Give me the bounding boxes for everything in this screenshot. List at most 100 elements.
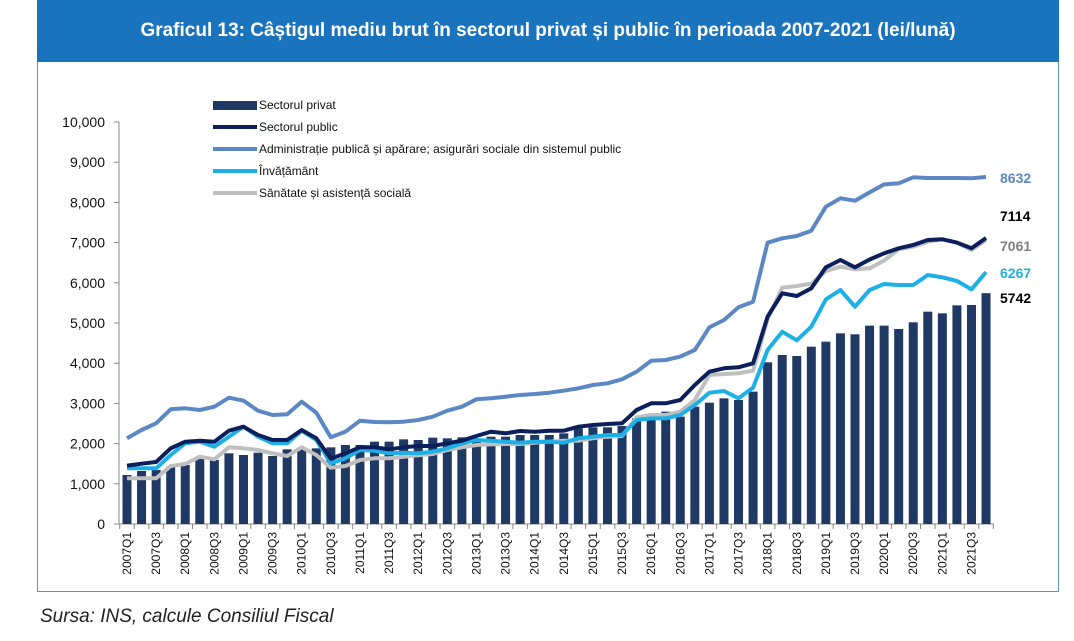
bar-sectorul-privat [704, 402, 714, 524]
bar-sectorul-privat [908, 322, 918, 524]
legend-item: Învățământ [213, 160, 621, 182]
bar-sectorul-privat [632, 418, 642, 524]
x-tick-label: 2021Q1 [935, 532, 949, 575]
bar-sectorul-privat [894, 328, 904, 524]
bar-sectorul-privat [384, 441, 394, 524]
legend-label: Administrație publică și apărare; asigur… [259, 142, 622, 156]
legend-label: Sănătate și asistență socială [259, 186, 412, 200]
line-series-1 [126, 236, 988, 468]
legend-label: Învățământ [259, 164, 319, 178]
legend-label: Sectorul privat [259, 98, 336, 112]
bar-sectorul-privat [835, 333, 845, 524]
bar-sectorul-privat [471, 438, 481, 524]
legend-item: Sănătate și asistență socială [213, 182, 621, 204]
y-tick-label: 0 [97, 516, 105, 532]
end-label: 8632 [1000, 170, 1031, 186]
x-tick-label: 2014Q3 [557, 532, 571, 575]
end-label: 5742 [1000, 290, 1031, 306]
source-note: Sursa: INS, calcule Consiliul Fiscal [40, 606, 334, 627]
legend: Sectorul privat Sectorul public Administra… [213, 94, 621, 204]
bar-sectorul-privat [442, 438, 452, 524]
x-tick-label: 2007Q1 [120, 532, 134, 575]
legend-swatch [213, 169, 257, 173]
end-label: 7114 [1000, 208, 1031, 224]
legend-item: Sectorul public [213, 116, 621, 138]
chart-title: Graficul 13: Câștigul mediu brut în sect… [37, 0, 1059, 62]
line-series-3 [127, 270, 988, 471]
x-tick-label: 2011Q1 [353, 532, 367, 574]
x-tick-label: 2008Q3 [207, 532, 221, 575]
bar-sectorul-privat [690, 406, 700, 524]
bar-sectorul-privat [602, 427, 612, 524]
bar-sectorul-privat [326, 447, 336, 524]
bar-sectorul-privat [748, 391, 758, 524]
x-tick-label: 2011Q3 [382, 532, 396, 574]
bar-sectorul-privat [675, 416, 685, 524]
end-label: 7061 [1000, 238, 1031, 254]
bar-sectorul-privat [719, 398, 729, 524]
bar-sectorul-privat [763, 362, 773, 524]
x-tick-label: 2013Q1 [469, 532, 483, 575]
y-tick-label: 6,000 [70, 275, 105, 291]
bar-sectorul-privat [879, 325, 889, 524]
x-tick-label: 2014Q1 [528, 532, 542, 575]
x-tick-label: 2012Q3 [440, 532, 454, 575]
bar-sectorul-privat [282, 449, 292, 524]
bar-sectorul-privat [923, 311, 933, 524]
bar-sectorul-privat [253, 452, 263, 524]
x-tick-label: 2017Q1 [702, 532, 716, 575]
bar-sectorul-privat [224, 453, 234, 524]
y-tick-label: 8,000 [70, 194, 105, 210]
bar-sectorul-privat [209, 460, 219, 524]
x-tick-label: 2010Q1 [295, 532, 309, 575]
y-tick-label: 4,000 [70, 355, 105, 371]
x-tick-label: 2015Q1 [586, 532, 600, 575]
y-tick-label: 9,000 [70, 154, 105, 170]
chart-plot: 0 1,000 2,000 3,000 4,000 5,000 6,000 7,000 8,00… [62, 114, 1031, 575]
bar-sectorul-privat [195, 458, 205, 524]
bar-sectorul-privat [617, 425, 627, 524]
legend-label: Sectorul public [259, 120, 338, 134]
y-tick-label: 1,000 [70, 476, 105, 492]
legend-item: Administrație publică și apărare; asigur… [213, 138, 621, 160]
bar-sectorul-privat [661, 411, 671, 524]
y-tick-label: 3,000 [70, 395, 105, 411]
bar-sectorul-privat [457, 437, 467, 524]
bar-sectorul-privat [966, 304, 976, 524]
x-tick-label: 2012Q1 [411, 532, 425, 575]
bar-sectorul-privat [297, 447, 307, 524]
x-tick-label: 2020Q3 [906, 532, 920, 575]
x-tick-label: 2015Q3 [615, 532, 629, 575]
bar-sectorul-privat [340, 445, 350, 524]
bar-sectorul-privat [180, 464, 190, 524]
bar-sectorul-privat [792, 356, 802, 524]
x-tick-label: 2009Q1 [236, 532, 250, 575]
bar-sectorul-privat [151, 470, 161, 524]
y-tick-label: 5,000 [70, 315, 105, 331]
bar-sectorul-privat [573, 428, 583, 524]
bar-sectorul-privat [544, 434, 554, 524]
bar-sectorul-privat [311, 448, 321, 524]
bar-sectorul-privat [646, 420, 656, 524]
bar-sectorul-privat [821, 341, 831, 524]
bar-sectorul-privat [937, 313, 947, 524]
bar-sectorul-privat [559, 433, 569, 524]
bar-sectorul-privat [413, 439, 423, 524]
x-tick-label: 2013Q3 [499, 532, 513, 575]
bar-sectorul-privat [777, 354, 787, 524]
x-tick-label: 2020Q1 [877, 532, 891, 575]
legend-item: Sectorul privat [213, 94, 621, 116]
y-tick-label: 7,000 [70, 235, 105, 251]
legend-swatch [213, 125, 257, 129]
y-tick-label: 2,000 [70, 436, 105, 452]
bar-sectorul-privat [501, 436, 511, 524]
x-tick-label: 2017Q3 [732, 532, 746, 575]
bar-sectorul-privat [486, 436, 496, 524]
line-series-2 [126, 175, 987, 441]
end-label: 6267 [1000, 265, 1031, 281]
bar-sectorul-privat [952, 305, 962, 524]
x-tick-label: 2019Q1 [819, 532, 833, 575]
x-tick-label: 2008Q1 [178, 532, 192, 575]
legend-swatch [213, 191, 257, 195]
bar-sectorul-privat [734, 399, 744, 524]
